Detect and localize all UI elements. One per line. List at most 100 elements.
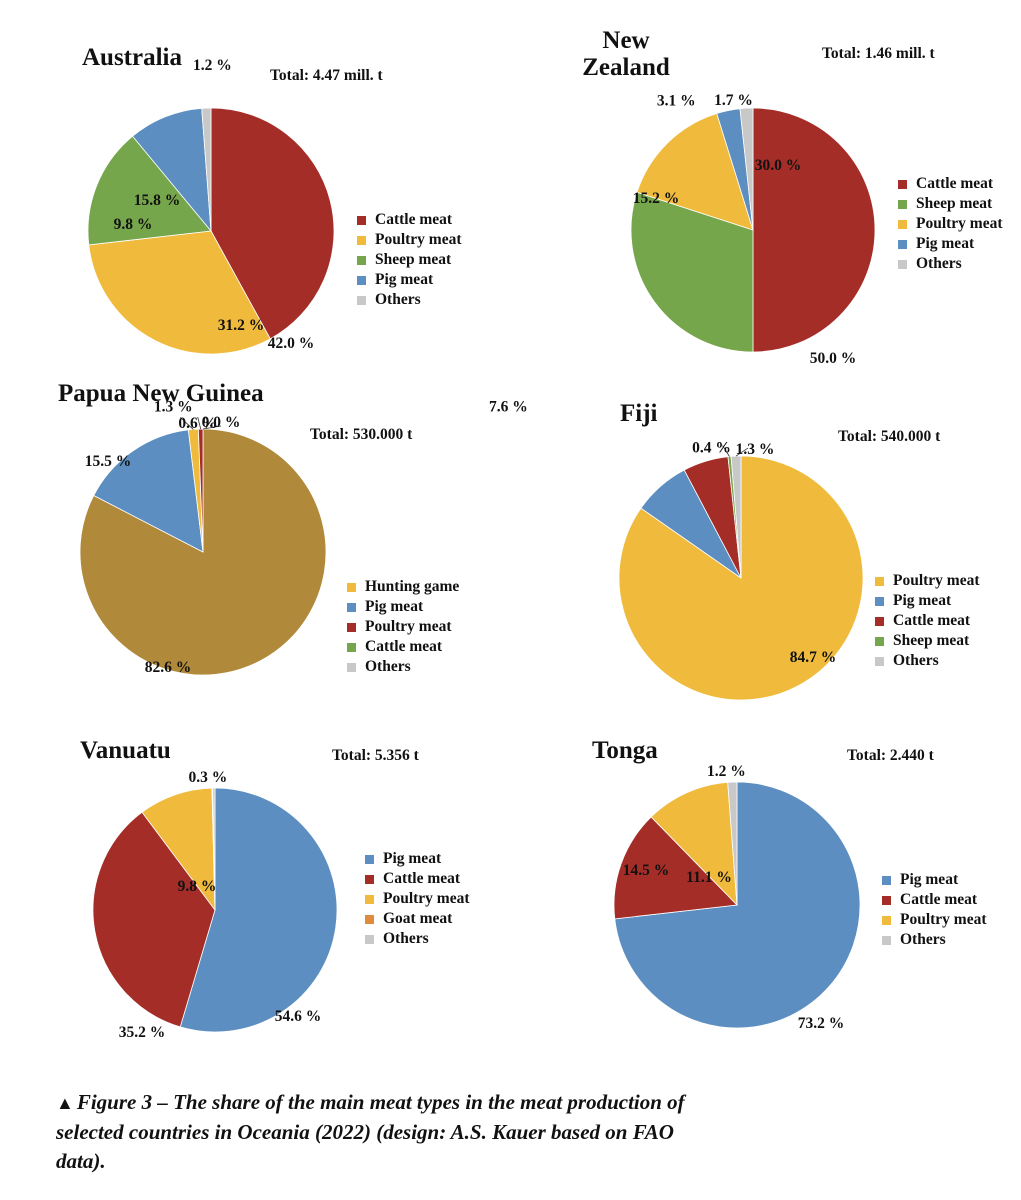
legend-swatch	[357, 256, 366, 265]
chart-title-tonga: Tonga	[592, 737, 658, 764]
legend-item-poultry-meat: Poultry meat	[347, 617, 459, 637]
legend-item-others: Others	[347, 657, 459, 677]
legend-label: Cattle meat	[365, 638, 442, 656]
data-label-sheep-meat: 30.0 %	[755, 157, 802, 174]
legend-swatch	[347, 663, 356, 672]
data-label-others: 0.0 %	[202, 414, 241, 431]
data-label-pig-meat: 3.1 %	[657, 93, 696, 110]
legend-label: Poultry meat	[900, 911, 987, 929]
chart-title-new-zealand: New Zealand	[576, 27, 676, 81]
legend-label: Cattle meat	[916, 175, 993, 193]
data-label-others: 0.3 %	[189, 769, 228, 786]
caption-text: Figure 3 – The share of the main meat ty…	[56, 1090, 685, 1173]
legend-label: Others	[900, 931, 946, 949]
legend-swatch	[365, 875, 374, 884]
chart-total-new-zealand: Total: 1.46 mill. t	[822, 45, 935, 63]
data-label-pig-meat: 54.6 %	[275, 1008, 322, 1025]
legend-swatch	[357, 216, 366, 225]
data-label-cattle-meat: 42.0 %	[268, 335, 315, 352]
legend-tonga: Pig meat Cattle meat Poultry meat Others	[882, 870, 987, 950]
legend-label: Pig meat	[365, 598, 423, 616]
legend-label: Poultry meat	[383, 890, 470, 908]
legend-item-cattle-meat: Cattle meat	[882, 890, 987, 910]
legend-swatch	[898, 260, 907, 269]
triangle-icon: ▲	[56, 1093, 74, 1113]
legend-label: Poultry meat	[365, 618, 452, 636]
chart-title-fiji: Fiji	[620, 400, 658, 427]
legend-label: Others	[365, 658, 411, 676]
data-label-poultry-meat: 31.2 %	[218, 317, 265, 334]
legend-swatch	[347, 603, 356, 612]
legend-item-pig-meat: Pig meat	[365, 849, 470, 869]
pie-chart-fiji: 84.7 % 7.6 % 0.4 % 1.3 %	[596, 430, 886, 720]
legend-item-others: Others	[365, 929, 470, 949]
pie-chart-australia: 42.0 %31.2 % 15.8 % 9.8 % 1.2 %	[76, 96, 346, 366]
legend-label: Goat meat	[383, 910, 452, 928]
data-label-pig-meat: 73.2 %	[798, 1015, 845, 1032]
legend-item-poultry-meat: Poultry meat	[898, 214, 1003, 234]
legend-item-cattle-meat: Cattle meat	[347, 637, 459, 657]
data-label-pig-meat: 7.6 %	[489, 399, 528, 416]
legend-item-cattle-meat: Cattle meat	[898, 174, 1003, 194]
legend-label: Pig meat	[900, 871, 958, 889]
data-label-others: 1.2 %	[193, 57, 232, 74]
legend-label: Cattle meat	[900, 891, 977, 909]
legend-item-poultry-meat: Poultry meat	[875, 571, 980, 591]
chart-total-tonga: Total: 2.440 t	[847, 747, 934, 765]
legend-swatch	[347, 583, 356, 592]
data-label-poultry-meat: 84.7 %	[790, 649, 837, 666]
legend-label: Cattle meat	[893, 612, 970, 630]
legend-swatch	[347, 643, 356, 652]
legend-label: Poultry meat	[893, 572, 980, 590]
legend-label: Cattle meat	[375, 211, 452, 229]
legend-swatch	[898, 220, 907, 229]
legend-swatch	[875, 577, 884, 586]
legend-item-cattle-meat: Cattle meat	[875, 611, 980, 631]
data-label-pig-meat: 15.5 %	[85, 453, 132, 470]
chart-total-australia: Total: 4.47 mill. t	[270, 67, 383, 85]
legend-new-zealand: Cattle meat Sheep meat Poultry meat Pig mea…	[898, 174, 1003, 274]
legend-item-hunting-game: Hunting game	[347, 577, 459, 597]
data-label-sheep-meat: 15.8 %	[134, 192, 181, 209]
legend-label: Others	[893, 652, 939, 670]
legend-swatch	[365, 935, 374, 944]
chart-title-australia: Australia	[82, 44, 182, 71]
legend-label: Pig meat	[383, 850, 441, 868]
legend-swatch	[875, 597, 884, 606]
legend-fiji: Poultry meat Pig meat Cattle meat Sheep mea…	[875, 571, 980, 671]
data-label-pig-meat: 9.8 %	[114, 216, 153, 233]
pie-chart-tonga: 73.2 %14.5 % 11.1 %1.2 %	[597, 765, 877, 1045]
legend-swatch	[882, 916, 891, 925]
data-label-cattle-meat: 35.2 %	[119, 1024, 166, 1041]
legend-label: Others	[916, 255, 962, 273]
pie-chart-papua-new-guinea: 82.6 %15.5 %1.3 %0.6 %0.0 %	[63, 412, 343, 692]
data-label-sheep-meat: 0.4 %	[692, 440, 731, 457]
legend-label: Sheep meat	[375, 251, 451, 269]
legend-item-sheep-meat: Sheep meat	[875, 631, 980, 651]
legend-item-cattle-meat: Cattle meat	[365, 869, 470, 889]
legend-item-pig-meat: Pig meat	[357, 270, 462, 290]
legend-swatch	[357, 236, 366, 245]
legend-label: Others	[383, 930, 429, 948]
legend-label: Cattle meat	[383, 870, 460, 888]
legend-swatch	[347, 623, 356, 632]
pie-chart-vanuatu: 54.6 % 35.2 % 9.8 % 0.3 %	[80, 760, 350, 1030]
legend-item-pig-meat: Pig meat	[875, 591, 980, 611]
legend-swatch	[882, 896, 891, 905]
legend-label: Poultry meat	[916, 215, 1003, 233]
data-label-others: 1.7 %	[714, 92, 753, 109]
figure-caption: ▲ Figure 3 – The share of the main meat t…	[56, 1088, 696, 1176]
data-label-poultry-meat: 1.3 %	[154, 398, 193, 415]
legend-item-others: Others	[898, 254, 1003, 274]
legend-label: Sheep meat	[916, 195, 992, 213]
legend-item-pig-meat: Pig meat	[898, 234, 1003, 254]
legend-label: Pig meat	[916, 235, 974, 253]
data-label-poultry-meat: 9.8 %	[178, 878, 217, 895]
data-label-hunting-game: 82.6 %	[145, 659, 192, 676]
legend-item-sheep-meat: Sheep meat	[898, 194, 1003, 214]
data-label-others: 1.3 %	[736, 441, 775, 458]
legend-swatch	[898, 240, 907, 249]
data-label-others: 1.2 %	[707, 763, 746, 780]
data-label-poultry-meat: 11.1 %	[686, 869, 732, 886]
legend-swatch	[365, 915, 374, 924]
